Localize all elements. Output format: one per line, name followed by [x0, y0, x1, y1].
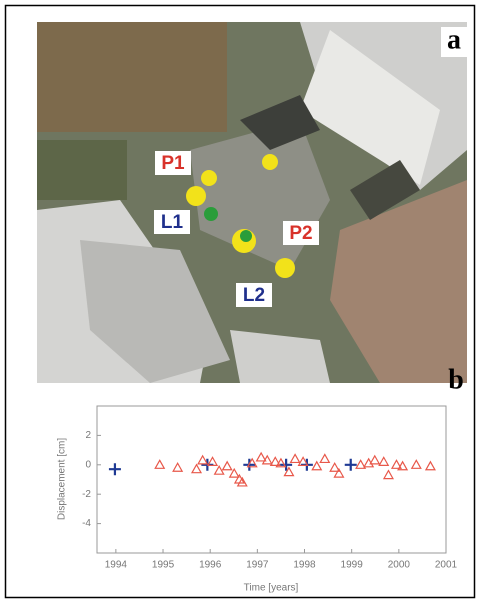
y-tick-label: 2	[85, 430, 91, 441]
triangle-marker	[397, 460, 409, 471]
triangle-marker	[382, 469, 394, 480]
y-tick-label: 0	[85, 459, 91, 470]
photo-label: L1	[161, 212, 184, 233]
triangle-marker	[424, 460, 436, 471]
cross-marker	[108, 463, 121, 476]
triangle-marker	[221, 460, 233, 471]
triangle-marker	[236, 476, 248, 487]
y-tick-label: -2	[82, 489, 91, 500]
triangle-marker	[355, 459, 367, 469]
x-tick-label: 2000	[388, 560, 411, 571]
photo-labels: P1 L1 P2 L2	[154, 151, 319, 307]
triangle-marker	[378, 456, 390, 466]
photo-label: P1	[161, 153, 185, 174]
triangle-marker	[390, 459, 403, 469]
cross-marker	[344, 458, 357, 471]
cross-marker	[280, 458, 293, 471]
triangle-marker	[261, 454, 273, 465]
label-box	[155, 151, 191, 175]
triangle-marker	[311, 460, 323, 471]
triangle-marker	[319, 453, 331, 464]
label-box	[236, 283, 272, 307]
triangle-marker	[190, 463, 203, 474]
x-tick-label: 1999	[341, 560, 364, 571]
photo-label: L2	[243, 285, 265, 306]
triangle-marker	[289, 453, 301, 464]
triangle-marker	[172, 462, 184, 472]
y-tick-label: -4	[82, 518, 91, 529]
x-tick-label: 1996	[199, 560, 222, 571]
y-axis-label: Displacement [cm]	[57, 438, 68, 520]
x-axis-label: Time [years]	[244, 583, 299, 594]
x-tick-label: 2001	[435, 560, 458, 571]
triangle-marker	[369, 454, 381, 465]
x-tick-label: 1994	[105, 560, 128, 571]
panel-label: b	[448, 364, 464, 395]
label-box	[154, 210, 190, 234]
triangle-marker	[255, 451, 267, 462]
triangle-marker	[207, 456, 219, 466]
label-box	[283, 221, 319, 245]
x-tick-label: 1998	[293, 560, 316, 571]
triangle-marker	[297, 456, 309, 466]
triangle-marker	[246, 457, 258, 468]
triangle-marker	[269, 456, 281, 466]
panel-label: a	[447, 24, 461, 55]
triangle-marker	[410, 459, 422, 469]
triangle-marker	[333, 467, 345, 478]
triangle-marker	[283, 466, 295, 477]
triangle-marker	[154, 459, 166, 469]
plot-frame	[96, 405, 447, 554]
triangle-marker	[275, 457, 287, 468]
x-tick-label: 1995	[152, 560, 175, 571]
triangle-marker	[213, 464, 225, 475]
aerial-photo	[37, 22, 467, 383]
triangle-marker	[228, 467, 240, 478]
label-box	[441, 27, 467, 57]
triangle-marker	[197, 454, 209, 465]
x-tick-label: 1997	[246, 560, 269, 571]
photo-label: P2	[289, 223, 312, 244]
triangle-marker	[329, 462, 341, 472]
